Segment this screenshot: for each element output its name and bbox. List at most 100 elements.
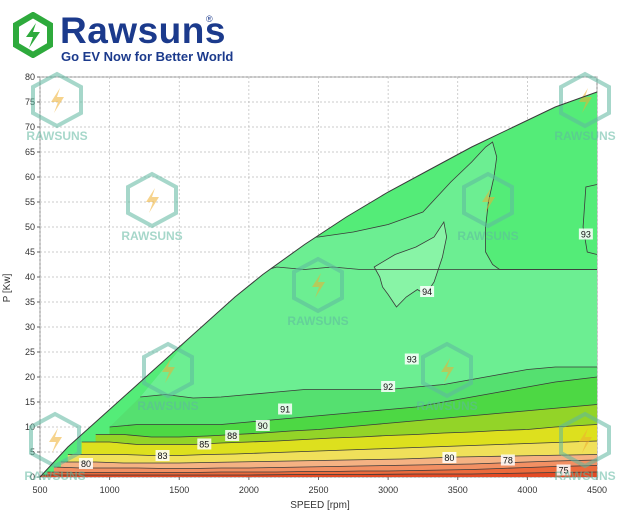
- watermark-emblem-icon: [126, 171, 178, 229]
- watermark: RAWSUNS: [554, 71, 616, 143]
- watermark-emblem-icon: [462, 171, 514, 229]
- contour-label-bg: [278, 403, 293, 415]
- contour-label-bg: [255, 420, 270, 431]
- contour-label-text: 90: [258, 421, 268, 431]
- contour-line-75: [40, 471, 597, 476]
- watermark-text: RAWSUNS: [554, 469, 615, 483]
- watermark-bolt-icon: [146, 188, 159, 213]
- y-tick-label: 30: [25, 322, 35, 332]
- watermark: RAWSUNS: [26, 71, 88, 143]
- contour-label-bg: [197, 438, 212, 450]
- contour-label-bg: [78, 458, 93, 469]
- region-92: [109, 367, 597, 427]
- y-tick-label: 35: [25, 297, 35, 307]
- x-tick-label: 4000: [517, 485, 537, 495]
- watermark-bolt-icon: [482, 188, 495, 213]
- y-tick-label: 45: [25, 247, 35, 257]
- x-tick-label: 4500: [587, 485, 607, 495]
- y-tick-label: 20: [25, 372, 35, 382]
- watermark: RAWSUNS: [457, 171, 519, 243]
- contour-label-bg: [404, 353, 419, 365]
- contour-label: 93: [404, 353, 419, 365]
- contour-label-text: 83: [158, 451, 168, 461]
- contour-line-91: [109, 376, 597, 428]
- logo-tagline: Go EV Now for Better World: [61, 49, 234, 64]
- x-tick-label: 2000: [239, 485, 259, 495]
- watermark-text: RAWSUNS: [287, 314, 348, 328]
- x-tick-label: 1000: [100, 485, 120, 495]
- y-tick-label: 80: [25, 72, 35, 82]
- contour-label-bg: [578, 228, 593, 240]
- envelope-line: [39, 91, 598, 478]
- region-93: [140, 142, 597, 398]
- contour-label: 83: [155, 450, 170, 461]
- watermark-text: RAWSUNS: [137, 399, 198, 413]
- watermark: RAWSUNS: [24, 411, 86, 483]
- watermark-emblem-icon: [421, 341, 473, 399]
- y-tick-label: 55: [25, 197, 35, 207]
- watermark-emblem-icon: [29, 411, 81, 469]
- contour-label-text: 94: [422, 287, 432, 297]
- x-tick-label: 2500: [308, 485, 328, 495]
- axes: 500 1000 1500 2000 2500 3000 3500 4000 450005101…: [25, 72, 607, 495]
- logo-registered-mark: ®: [206, 14, 213, 24]
- contour-line-78: [46, 465, 597, 473]
- y-axis-label: P [Kw]: [2, 273, 13, 302]
- contour-label: 93: [578, 228, 593, 240]
- contour-label: 91: [278, 403, 293, 415]
- watermark-bolt-icon: [312, 273, 325, 298]
- contour-label-text: 93: [407, 355, 417, 365]
- y-tick-label: 75: [25, 97, 35, 107]
- region-94: [374, 222, 447, 307]
- contour-line-90: [95, 404, 597, 438]
- contour-label-bg: [500, 454, 515, 466]
- watermark-bolt-icon: [579, 428, 592, 453]
- logo-emblem-icon: [13, 12, 53, 58]
- contour-label: 92: [381, 381, 396, 392]
- watermark-text: RAWSUNS: [121, 229, 182, 243]
- rawsuns-logo: Rawsuns ® Go EV Now for Better World: [10, 8, 233, 64]
- contour-line-80: [53, 459, 597, 469]
- x-axis-label: SPEED [rpm]: [290, 500, 350, 511]
- watermark: RAWSUNS: [416, 341, 478, 413]
- watermark-bolt-icon: [51, 88, 64, 113]
- contour-label: 75: [556, 464, 571, 476]
- contour-label: 80: [78, 458, 93, 469]
- contour-label-bg: [155, 450, 170, 461]
- y-tick-label: 0: [30, 472, 35, 482]
- watermark-text: RAWSUNS: [457, 229, 518, 243]
- contour-label-text: 88: [227, 431, 237, 441]
- watermark-text: RAWSUNS: [416, 399, 477, 413]
- y-tick-label: 40: [25, 272, 35, 282]
- contour-label: 80: [442, 452, 457, 463]
- contour-label: 85: [197, 438, 212, 450]
- x-tick-label: 500: [32, 485, 47, 495]
- watermark: RAWSUNS: [287, 256, 349, 328]
- contour-label-text: 91: [280, 405, 290, 415]
- contour-line-88: [81, 424, 597, 445]
- y-tick-label: 50: [25, 222, 35, 232]
- watermark-emblem-icon: [292, 256, 344, 314]
- contour-label-bg: [556, 464, 571, 476]
- contour-line-92: [140, 366, 597, 399]
- contour-label-text: 75: [559, 466, 569, 476]
- contour-labels: 94 93 93 92 91 90 88 85 83 80 78 80 75: [78, 228, 593, 476]
- contour-line-93-right: [582, 184, 597, 255]
- contour-label-bg: [381, 381, 396, 392]
- x-tick-label: 3500: [448, 485, 468, 495]
- y-tick-label: 15: [25, 397, 35, 407]
- watermark-bolt-icon: [49, 428, 62, 453]
- contour-label-text: 78: [503, 456, 513, 466]
- contour-label: 90: [255, 420, 270, 431]
- contour-label: 88: [225, 430, 240, 441]
- watermark-bolt-icon: [441, 358, 454, 383]
- contour-label-text: 80: [444, 453, 454, 463]
- contour-label-bg: [420, 286, 435, 297]
- watermark-emblem-icon: [31, 71, 83, 129]
- watermark-bolt-icon: [579, 88, 592, 113]
- logo-brand-name: Rawsuns: [60, 10, 226, 51]
- contour-label-text: 80: [81, 459, 91, 469]
- watermark: RAWSUNS: [137, 341, 199, 413]
- contour-label: 78: [500, 454, 515, 466]
